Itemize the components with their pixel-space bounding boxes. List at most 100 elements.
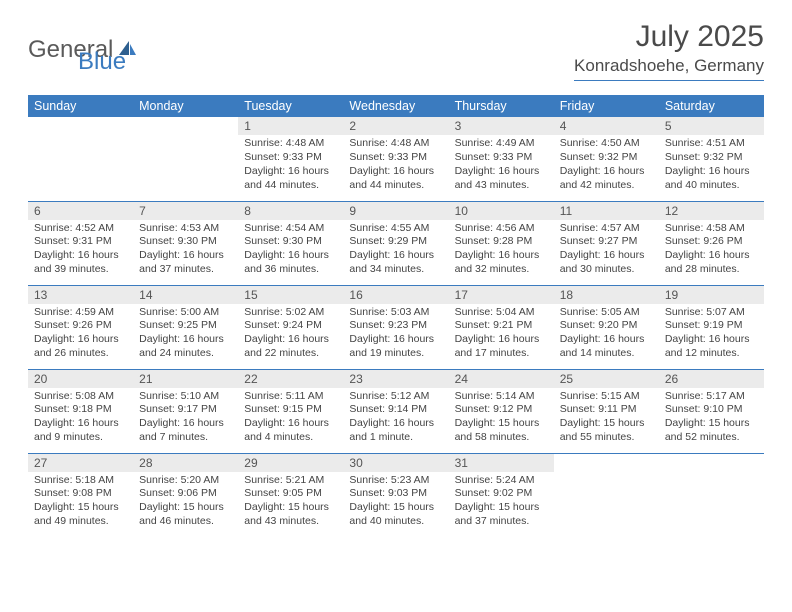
day-details: Sunrise: 5:18 AMSunset: 9:08 PMDaylight:…	[28, 472, 133, 533]
day-cell: 23Sunrise: 5:12 AMSunset: 9:14 PMDayligh…	[343, 369, 448, 453]
day-cell: 28Sunrise: 5:20 AMSunset: 9:06 PMDayligh…	[133, 453, 238, 537]
location-label: Konradshoehe, Germany	[574, 56, 764, 81]
day-number: 5	[659, 117, 764, 135]
day-cell: 17Sunrise: 5:04 AMSunset: 9:21 PMDayligh…	[449, 285, 554, 369]
day-details: Sunrise: 5:12 AMSunset: 9:14 PMDaylight:…	[343, 388, 448, 449]
day-details: Sunrise: 5:10 AMSunset: 9:17 PMDaylight:…	[133, 388, 238, 449]
day-cell: 11Sunrise: 4:57 AMSunset: 9:27 PMDayligh…	[554, 201, 659, 285]
calendar-row: 13Sunrise: 4:59 AMSunset: 9:26 PMDayligh…	[28, 285, 764, 369]
day-cell: 1Sunrise: 4:48 AMSunset: 9:33 PMDaylight…	[238, 117, 343, 201]
day-details: Sunrise: 4:59 AMSunset: 9:26 PMDaylight:…	[28, 304, 133, 365]
day-details: Sunrise: 4:56 AMSunset: 9:28 PMDaylight:…	[449, 220, 554, 281]
day-cell: 26Sunrise: 5:17 AMSunset: 9:10 PMDayligh…	[659, 369, 764, 453]
day-number: 17	[449, 286, 554, 304]
day-number: 30	[343, 454, 448, 472]
calendar-row: 27Sunrise: 5:18 AMSunset: 9:08 PMDayligh…	[28, 453, 764, 537]
day-cell: 6Sunrise: 4:52 AMSunset: 9:31 PMDaylight…	[28, 201, 133, 285]
day-number: 7	[133, 202, 238, 220]
day-number: 14	[133, 286, 238, 304]
day-number: 18	[554, 286, 659, 304]
day-cell: 13Sunrise: 4:59 AMSunset: 9:26 PMDayligh…	[28, 285, 133, 369]
day-details: Sunrise: 4:57 AMSunset: 9:27 PMDaylight:…	[554, 220, 659, 281]
title-block: July 2025 Konradshoehe, Germany	[574, 20, 764, 81]
day-cell: 24Sunrise: 5:14 AMSunset: 9:12 PMDayligh…	[449, 369, 554, 453]
day-cell: 21Sunrise: 5:10 AMSunset: 9:17 PMDayligh…	[133, 369, 238, 453]
day-details: Sunrise: 4:49 AMSunset: 9:33 PMDaylight:…	[449, 135, 554, 196]
calendar-row: 20Sunrise: 5:08 AMSunset: 9:18 PMDayligh…	[28, 369, 764, 453]
day-number: 4	[554, 117, 659, 135]
day-cell: 4Sunrise: 4:50 AMSunset: 9:32 PMDaylight…	[554, 117, 659, 201]
day-cell: 3Sunrise: 4:49 AMSunset: 9:33 PMDaylight…	[449, 117, 554, 201]
day-details: Sunrise: 4:48 AMSunset: 9:33 PMDaylight:…	[238, 135, 343, 196]
day-cell: 30Sunrise: 5:23 AMSunset: 9:03 PMDayligh…	[343, 453, 448, 537]
day-number: 12	[659, 202, 764, 220]
day-number: 3	[449, 117, 554, 135]
day-number: 2	[343, 117, 448, 135]
day-number: 10	[449, 202, 554, 220]
calendar-row: 1Sunrise: 4:48 AMSunset: 9:33 PMDaylight…	[28, 117, 764, 201]
calendar-row: 6Sunrise: 4:52 AMSunset: 9:31 PMDaylight…	[28, 201, 764, 285]
logo-text-blue: Blue	[78, 48, 126, 76]
day-number: 25	[554, 370, 659, 388]
day-number: 11	[554, 202, 659, 220]
day-cell: 8Sunrise: 4:54 AMSunset: 9:30 PMDaylight…	[238, 201, 343, 285]
day-number: 8	[238, 202, 343, 220]
day-details: Sunrise: 5:23 AMSunset: 9:03 PMDaylight:…	[343, 472, 448, 533]
day-cell: 16Sunrise: 5:03 AMSunset: 9:23 PMDayligh…	[343, 285, 448, 369]
day-cell: 25Sunrise: 5:15 AMSunset: 9:11 PMDayligh…	[554, 369, 659, 453]
day-cell: 2Sunrise: 4:48 AMSunset: 9:33 PMDaylight…	[343, 117, 448, 201]
day-details: Sunrise: 5:08 AMSunset: 9:18 PMDaylight:…	[28, 388, 133, 449]
day-header-sun: Sunday	[28, 95, 133, 117]
day-number: 29	[238, 454, 343, 472]
day-number: 21	[133, 370, 238, 388]
day-details: Sunrise: 5:05 AMSunset: 9:20 PMDaylight:…	[554, 304, 659, 365]
day-details: Sunrise: 4:58 AMSunset: 9:26 PMDaylight:…	[659, 220, 764, 281]
day-details: Sunrise: 5:20 AMSunset: 9:06 PMDaylight:…	[133, 472, 238, 533]
day-details: Sunrise: 5:17 AMSunset: 9:10 PMDaylight:…	[659, 388, 764, 449]
day-cell: 10Sunrise: 4:56 AMSunset: 9:28 PMDayligh…	[449, 201, 554, 285]
day-header-wed: Wednesday	[343, 95, 448, 117]
day-number: 13	[28, 286, 133, 304]
header: General Blue July 2025 Konradshoehe, Ger…	[28, 20, 764, 81]
day-details: Sunrise: 5:11 AMSunset: 9:15 PMDaylight:…	[238, 388, 343, 449]
day-details: Sunrise: 5:07 AMSunset: 9:19 PMDaylight:…	[659, 304, 764, 365]
calendar-table: Sunday Monday Tuesday Wednesday Thursday…	[28, 95, 764, 537]
empty-cell	[659, 453, 764, 537]
day-details: Sunrise: 5:02 AMSunset: 9:24 PMDaylight:…	[238, 304, 343, 365]
day-number: 31	[449, 454, 554, 472]
empty-cell	[133, 117, 238, 201]
day-cell: 27Sunrise: 5:18 AMSunset: 9:08 PMDayligh…	[28, 453, 133, 537]
day-number: 28	[133, 454, 238, 472]
calendar-body: 1Sunrise: 4:48 AMSunset: 9:33 PMDaylight…	[28, 117, 764, 537]
day-number: 23	[343, 370, 448, 388]
day-header-mon: Monday	[133, 95, 238, 117]
day-number: 20	[28, 370, 133, 388]
day-details: Sunrise: 4:51 AMSunset: 9:32 PMDaylight:…	[659, 135, 764, 196]
day-details: Sunrise: 4:55 AMSunset: 9:29 PMDaylight:…	[343, 220, 448, 281]
day-details: Sunrise: 4:50 AMSunset: 9:32 PMDaylight:…	[554, 135, 659, 196]
day-cell: 18Sunrise: 5:05 AMSunset: 9:20 PMDayligh…	[554, 285, 659, 369]
day-details: Sunrise: 4:52 AMSunset: 9:31 PMDaylight:…	[28, 220, 133, 281]
empty-cell	[28, 117, 133, 201]
day-details: Sunrise: 4:53 AMSunset: 9:30 PMDaylight:…	[133, 220, 238, 281]
day-cell: 19Sunrise: 5:07 AMSunset: 9:19 PMDayligh…	[659, 285, 764, 369]
day-details: Sunrise: 5:03 AMSunset: 9:23 PMDaylight:…	[343, 304, 448, 365]
day-cell: 14Sunrise: 5:00 AMSunset: 9:25 PMDayligh…	[133, 285, 238, 369]
day-details: Sunrise: 5:15 AMSunset: 9:11 PMDaylight:…	[554, 388, 659, 449]
empty-cell	[554, 453, 659, 537]
day-cell: 7Sunrise: 4:53 AMSunset: 9:30 PMDaylight…	[133, 201, 238, 285]
logo: General Blue	[28, 26, 168, 74]
day-details: Sunrise: 5:24 AMSunset: 9:02 PMDaylight:…	[449, 472, 554, 533]
day-header-row: Sunday Monday Tuesday Wednesday Thursday…	[28, 95, 764, 117]
day-number: 15	[238, 286, 343, 304]
day-cell: 20Sunrise: 5:08 AMSunset: 9:18 PMDayligh…	[28, 369, 133, 453]
day-header-fri: Friday	[554, 95, 659, 117]
day-number: 26	[659, 370, 764, 388]
day-number: 16	[343, 286, 448, 304]
day-number: 22	[238, 370, 343, 388]
day-header-sat: Saturday	[659, 95, 764, 117]
day-cell: 15Sunrise: 5:02 AMSunset: 9:24 PMDayligh…	[238, 285, 343, 369]
day-details: Sunrise: 4:54 AMSunset: 9:30 PMDaylight:…	[238, 220, 343, 281]
day-number: 6	[28, 202, 133, 220]
day-number: 19	[659, 286, 764, 304]
